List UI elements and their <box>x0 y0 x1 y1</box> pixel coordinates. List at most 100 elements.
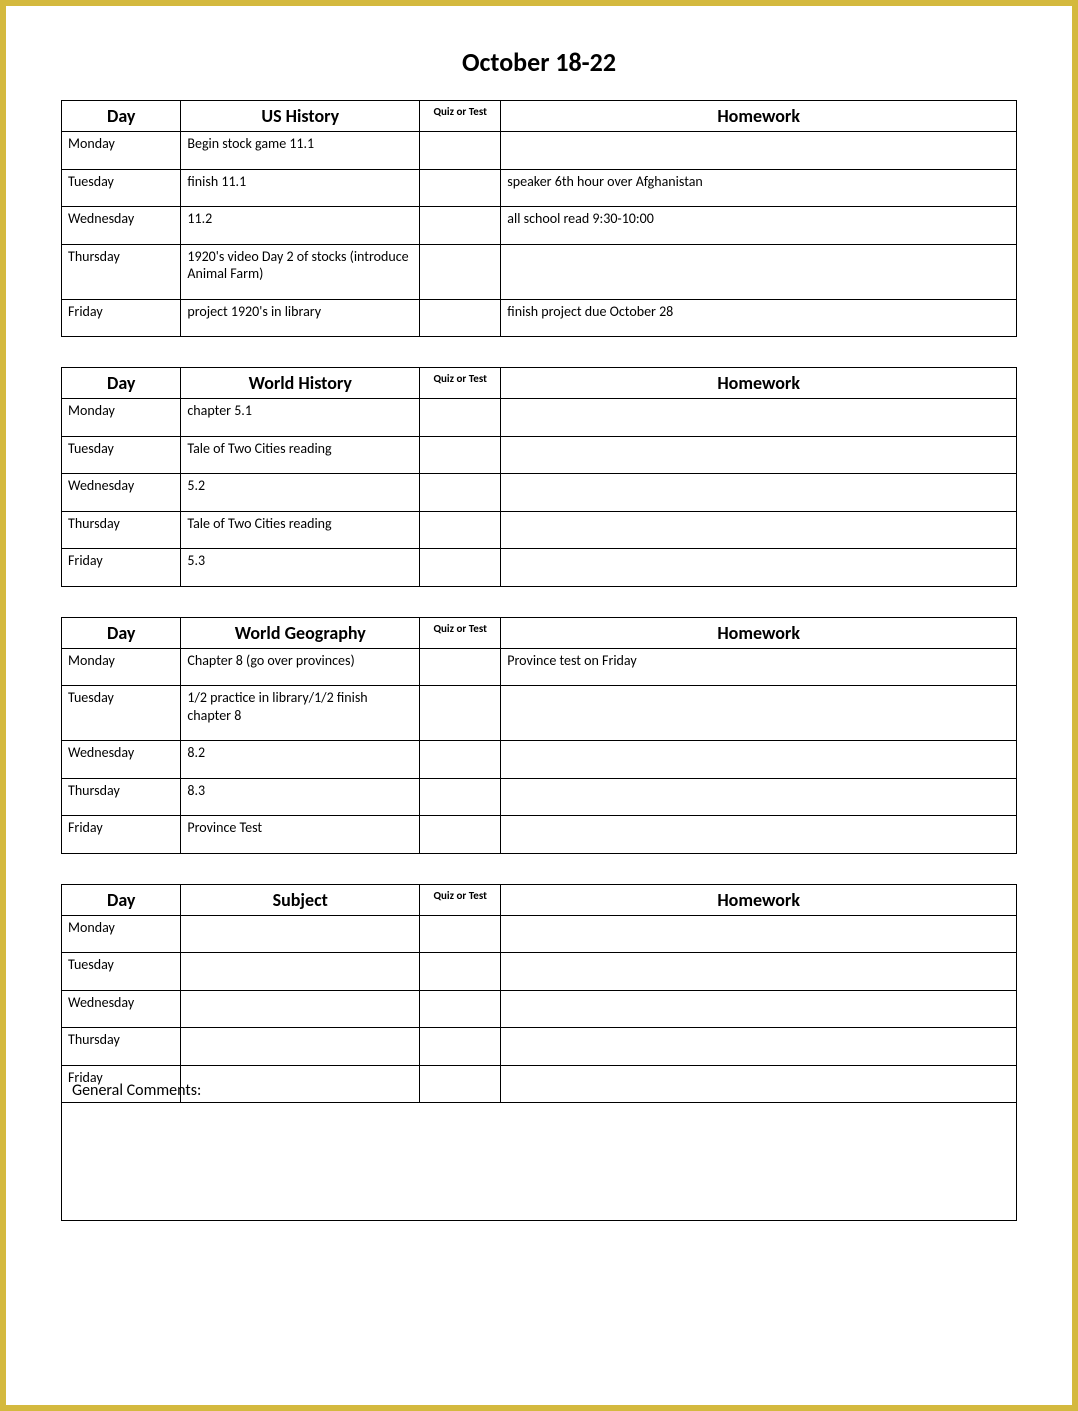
header-quiz: Quiz or Test <box>420 368 501 399</box>
header-homework: Homework <box>501 368 1017 399</box>
cell-homework <box>501 511 1017 549</box>
table-row: Friday Province Test <box>62 816 1017 854</box>
cell-day: Wednesday <box>62 207 181 245</box>
header-quiz: Quiz or Test <box>420 617 501 648</box>
plan-table-us-history: Day US History Quiz or Test Homework Mon… <box>61 100 1017 337</box>
cell-homework <box>501 1028 1017 1066</box>
cell-homework: speaker 6th hour over Afghanistan <box>501 169 1017 207</box>
table-row: Thursday <box>62 1028 1017 1066</box>
plan-table-world-geography: Day World Geography Quiz or Test Homewor… <box>61 617 1017 854</box>
table-header-row: Day World Geography Quiz or Test Homewor… <box>62 617 1017 648</box>
cell-day: Tuesday <box>62 436 181 474</box>
cell-day: Wednesday <box>62 990 181 1028</box>
cell-subject: 5.2 <box>181 474 420 512</box>
header-homework: Homework <box>501 884 1017 915</box>
table-row: Friday 5.3 <box>62 549 1017 587</box>
table-row: Tuesday 1/2 practice in library/1/2 fini… <box>62 686 1017 741</box>
cell-homework <box>501 953 1017 991</box>
cell-homework <box>501 915 1017 953</box>
cell-subject <box>181 990 420 1028</box>
cell-quiz <box>420 1028 501 1066</box>
header-day: Day <box>62 884 181 915</box>
table-row: Tuesday finish 11.1 speaker 6th hour ove… <box>62 169 1017 207</box>
header-homework: Homework <box>501 101 1017 132</box>
header-day: Day <box>62 101 181 132</box>
cell-homework <box>501 399 1017 437</box>
cell-quiz <box>420 686 501 741</box>
cell-subject <box>181 915 420 953</box>
cell-subject <box>181 1028 420 1066</box>
cell-homework <box>501 990 1017 1028</box>
table-header-row: Day US History Quiz or Test Homework <box>62 101 1017 132</box>
cell-quiz <box>420 474 501 512</box>
header-day: Day <box>62 617 181 648</box>
cell-quiz <box>420 244 501 299</box>
cell-homework <box>501 132 1017 170</box>
cell-subject: 8.2 <box>181 741 420 779</box>
cell-day: Thursday <box>62 1028 181 1066</box>
cell-homework <box>501 686 1017 741</box>
table-row: Monday chapter 5.1 <box>62 399 1017 437</box>
table-row: Friday project 1920's in library finish … <box>62 299 1017 337</box>
page-frame: October 18-22 Day US History Quiz or Tes… <box>0 0 1078 1411</box>
cell-homework <box>501 474 1017 512</box>
table-row: Thursday Tale of Two Cities reading <box>62 511 1017 549</box>
cell-subject: 1920's video Day 2 of stocks (introduce … <box>181 244 420 299</box>
cell-quiz <box>420 299 501 337</box>
cell-day: Friday <box>62 816 181 854</box>
cell-subject: 1/2 practice in library/1/2 finish chapt… <box>181 686 420 741</box>
cell-quiz <box>420 778 501 816</box>
cell-day: Thursday <box>62 778 181 816</box>
plan-table-world-history: Day World History Quiz or Test Homework … <box>61 367 1017 587</box>
table-row: Wednesday 5.2 <box>62 474 1017 512</box>
cell-day: Friday <box>62 299 181 337</box>
cell-homework: Province test on Friday <box>501 648 1017 686</box>
cell-homework <box>501 741 1017 779</box>
cell-quiz <box>420 648 501 686</box>
header-day: Day <box>62 368 181 399</box>
header-quiz: Quiz or Test <box>420 101 501 132</box>
table-row: Monday Begin stock game 11.1 <box>62 132 1017 170</box>
cell-quiz <box>420 953 501 991</box>
header-subject: US History <box>181 101 420 132</box>
cell-subject: Province Test <box>181 816 420 854</box>
cell-subject: finish 11.1 <box>181 169 420 207</box>
cell-subject: 8.3 <box>181 778 420 816</box>
cell-day: Wednesday <box>62 741 181 779</box>
cell-quiz <box>420 169 501 207</box>
cell-quiz <box>420 915 501 953</box>
table-row: Monday Chapter 8 (go over provinces) Pro… <box>62 648 1017 686</box>
cell-day: Thursday <box>62 244 181 299</box>
cell-subject: 5.3 <box>181 549 420 587</box>
cell-homework <box>501 436 1017 474</box>
cell-subject: chapter 5.1 <box>181 399 420 437</box>
cell-subject: Tale of Two Cities reading <box>181 436 420 474</box>
cell-homework: finish project due October 28 <box>501 299 1017 337</box>
cell-quiz <box>420 436 501 474</box>
cell-quiz <box>420 207 501 245</box>
cell-day: Tuesday <box>62 169 181 207</box>
header-homework: Homework <box>501 617 1017 648</box>
cell-subject: project 1920's in library <box>181 299 420 337</box>
table-row: Monday <box>62 915 1017 953</box>
cell-quiz <box>420 511 501 549</box>
cell-subject: Tale of Two Cities reading <box>181 511 420 549</box>
cell-subject: Begin stock game 11.1 <box>181 132 420 170</box>
cell-day: Tuesday <box>62 686 181 741</box>
table-row: Wednesday <box>62 990 1017 1028</box>
header-subject: Subject <box>181 884 420 915</box>
plan-table-blank-subject: Day Subject Quiz or Test Homework Monday… <box>61 884 1017 1104</box>
table-row: Wednesday 8.2 <box>62 741 1017 779</box>
table-row: Tuesday Tale of Two Cities reading <box>62 436 1017 474</box>
cell-day: Monday <box>62 132 181 170</box>
cell-quiz <box>420 132 501 170</box>
cell-quiz <box>420 816 501 854</box>
cell-homework <box>501 778 1017 816</box>
table-row: Wednesday 11.2 all school read 9:30-10:0… <box>62 207 1017 245</box>
cell-quiz <box>420 741 501 779</box>
cell-day: Wednesday <box>62 474 181 512</box>
header-subject: World History <box>181 368 420 399</box>
cell-day: Monday <box>62 915 181 953</box>
cell-quiz <box>420 549 501 587</box>
cell-homework <box>501 816 1017 854</box>
